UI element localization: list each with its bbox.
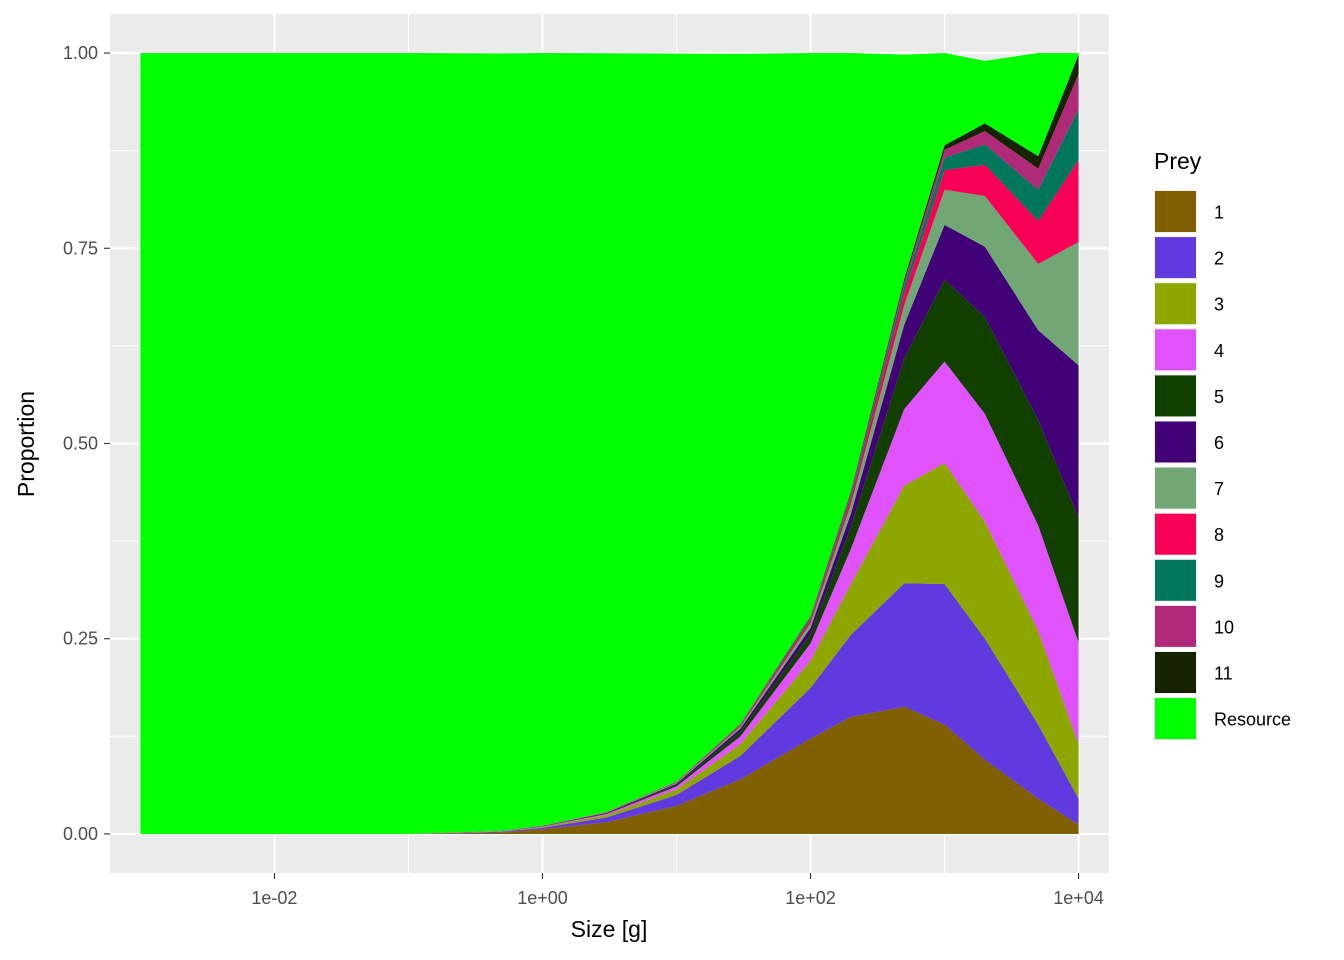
y-tick-label: 0.25 xyxy=(63,629,98,649)
x-axis: 1e-02 1e+00 1e+02 1e+04 xyxy=(251,873,1104,908)
legend-swatch-2 xyxy=(1155,237,1196,279)
legend-title: Prey xyxy=(1154,148,1202,174)
legend-label: 9 xyxy=(1214,571,1224,591)
y-tick-label: 0.50 xyxy=(63,434,98,454)
legend-label: 5 xyxy=(1214,387,1224,407)
legend-label: 8 xyxy=(1214,525,1224,545)
legend-label: 2 xyxy=(1214,249,1224,269)
legend-swatch-9 xyxy=(1155,559,1196,601)
y-tick-label: 1.00 xyxy=(63,43,98,63)
legend-label: 1 xyxy=(1214,203,1224,223)
y-tick-label: 0.75 xyxy=(63,238,98,258)
x-tick-label: 1e+04 xyxy=(1053,888,1104,908)
legend-swatch-10 xyxy=(1155,605,1196,647)
x-tick-label: 1e-02 xyxy=(251,888,297,908)
y-axis-title: Proportion xyxy=(13,391,39,497)
area-series-1 xyxy=(140,706,1079,834)
x-tick-label: 1e+00 xyxy=(517,888,568,908)
x-tick-label: 1e+02 xyxy=(785,888,836,908)
legend-label: 10 xyxy=(1214,617,1234,637)
legend-items: 1 2 3 4 5 6 7 8 9 10 11 Resource xyxy=(1154,190,1291,741)
x-axis-title: Size [g] xyxy=(571,916,648,942)
area-series-resource xyxy=(140,53,1079,834)
legend-swatch-resource xyxy=(1155,698,1196,740)
legend-label: 6 xyxy=(1214,433,1224,453)
legend-swatch-5 xyxy=(1155,375,1196,417)
area-layers xyxy=(140,53,1079,834)
legend-swatch-7 xyxy=(1155,467,1196,509)
legend-swatch-11 xyxy=(1155,652,1196,693)
area-series-2 xyxy=(140,583,1079,834)
area-series-6 xyxy=(140,224,1079,834)
area-series-5 xyxy=(140,279,1079,834)
y-axis: 0.00 0.25 0.50 0.75 1.00 xyxy=(63,43,110,844)
legend-label: 11 xyxy=(1214,664,1233,684)
legend-swatch-6 xyxy=(1155,421,1196,463)
legend-swatch-1 xyxy=(1155,191,1196,232)
legend-swatch-4 xyxy=(1155,329,1196,371)
legend-label: 3 xyxy=(1214,295,1224,315)
legend-label: 7 xyxy=(1214,479,1224,499)
y-tick-label: 0.00 xyxy=(63,824,98,844)
legend-label: 4 xyxy=(1214,341,1224,361)
legend-swatch-8 xyxy=(1155,513,1196,555)
legend-swatch-3 xyxy=(1155,283,1196,325)
legend: Prey 1 2 3 4 5 6 7 8 9 10 11 Resource xyxy=(1154,148,1291,741)
legend-label: Resource xyxy=(1214,710,1291,730)
